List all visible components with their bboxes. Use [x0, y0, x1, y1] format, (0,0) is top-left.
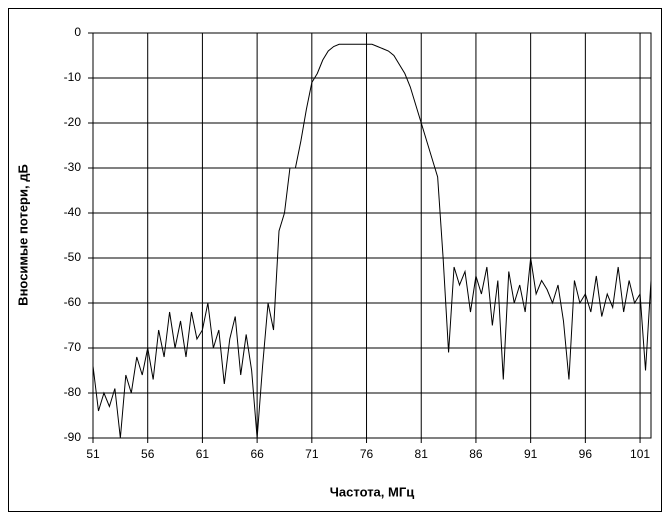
x-tick-label: 51 [86, 447, 100, 461]
y-tick-label: -80 [64, 385, 82, 399]
x-tick-label: 101 [630, 447, 650, 461]
y-tick-label: -70 [64, 340, 82, 354]
y-tick-label: -50 [64, 250, 82, 264]
x-tick-label: 56 [141, 447, 155, 461]
x-tick-label: 71 [305, 447, 319, 461]
x-tick-label: 61 [196, 447, 210, 461]
data-line [92, 43, 652, 439]
x-tick-label: 81 [415, 447, 429, 461]
x-axis-title: Частота, МГц [330, 484, 414, 499]
y-tick-label: -90 [64, 430, 82, 444]
x-tick-label: 86 [469, 447, 483, 461]
y-tick-label: -30 [64, 160, 82, 174]
y-tick-label: -10 [64, 70, 82, 84]
x-tick-label: 96 [579, 447, 593, 461]
chart-frame [8, 8, 662, 512]
y-tick-label: -40 [64, 205, 82, 219]
x-tick-label: 91 [524, 447, 538, 461]
y-tick-label: 0 [74, 25, 81, 39]
x-tick-label: 66 [250, 447, 264, 461]
y-tick-label: -60 [64, 295, 82, 309]
y-tick-label: -20 [64, 115, 82, 129]
y-axis-title: Вносимые потери, дБ [15, 164, 30, 306]
x-tick-label: 76 [360, 447, 374, 461]
